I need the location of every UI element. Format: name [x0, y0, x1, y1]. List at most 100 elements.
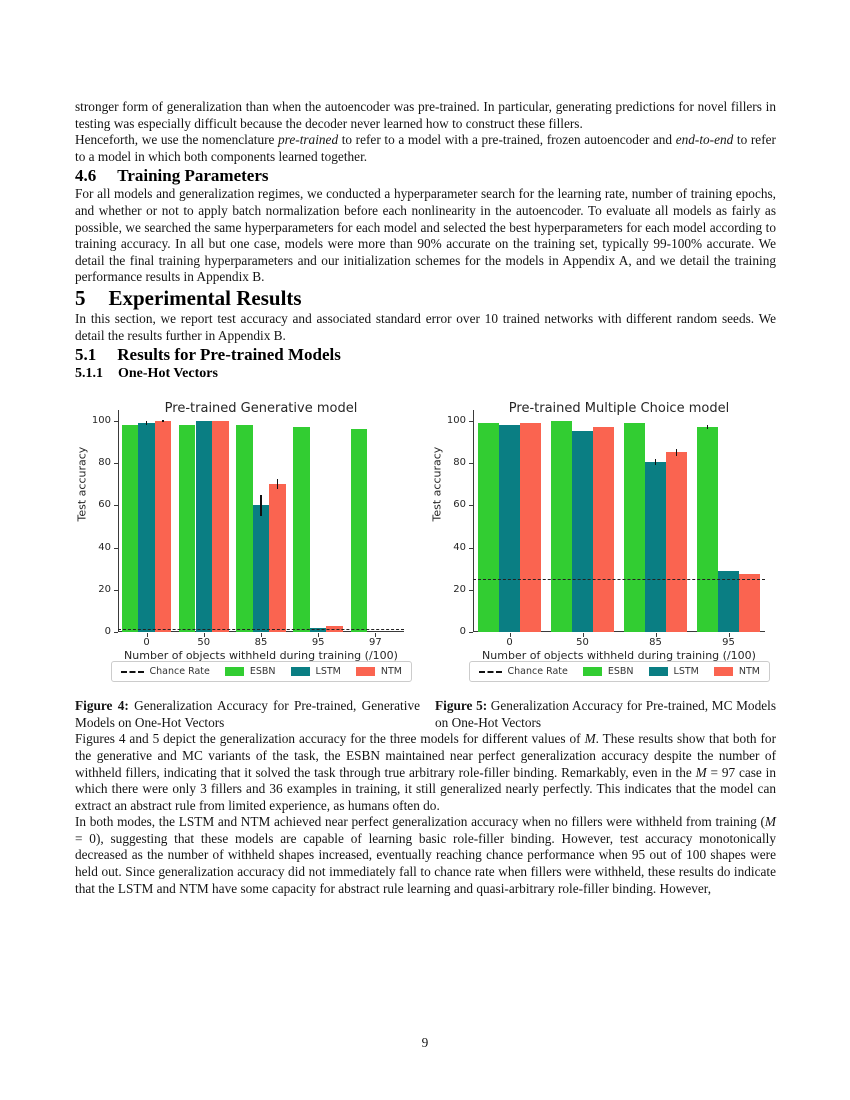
color-swatch-icon [290, 667, 310, 677]
x-tick-mark [728, 633, 730, 637]
legend-label: ESBN [249, 666, 276, 678]
section-title: Training Parameters [117, 166, 269, 186]
caption-text: Generalization Accuracy for Pre-trained,… [75, 698, 421, 730]
figure-label: Figure 5: [435, 698, 488, 714]
bar-ntm-50 [593, 427, 615, 633]
section-heading-5-1-1: 5.1.1 One-Hot Vectors [75, 365, 776, 382]
legend-item-chance-rate: Chance Rate [478, 666, 568, 677]
bar-lstm-50 [195, 420, 213, 633]
math-var: M [695, 764, 707, 780]
bar-esbn-50 [178, 424, 196, 633]
x-tick-mark [509, 633, 511, 637]
figure5-bar-chart: Pre-trained Multiple Choice model 0 20 40 60… [431, 399, 790, 691]
x-tick-label: 85 [254, 637, 268, 649]
figure4-bar-chart: Pre-trained Generative model 0 20 40 60 80 100… [75, 399, 421, 691]
paragraph-text: In this section, we report test accuracy… [75, 310, 776, 343]
error-bar [162, 419, 164, 422]
bar-ntm-85 [269, 484, 286, 633]
x-tick-label: 50 [576, 637, 589, 649]
y-tick-label: 60 [98, 499, 111, 511]
figure-label: Figure 4: [75, 698, 129, 714]
y-tick-mark [469, 505, 473, 507]
y-tick-label: 20 [453, 583, 466, 595]
x-tick-mark [261, 633, 262, 637]
section-heading-5-1: 5.1 Results for Pre-trained Models [75, 344, 776, 365]
x-tick-label: 95 [722, 637, 735, 649]
y-tick-mark [114, 547, 118, 549]
x-tick-mark [146, 633, 148, 637]
x-tick-label: 97 [369, 637, 382, 649]
error-bar [654, 458, 657, 466]
legend-label: NTM [738, 666, 760, 678]
bar-esbn-95 [293, 427, 310, 633]
paragraph-text: In both modes, the LSTM and NTM achieved… [75, 814, 765, 830]
x-tick-mark [582, 633, 584, 637]
bar-ntm-0 [520, 422, 542, 633]
section-number: 5.1.1 [75, 366, 103, 382]
math-var: M [584, 731, 596, 747]
figure5-caption: Figure 5: Generalization Accuracy for Pr… [435, 698, 776, 731]
x-tick-label: 50 [197, 637, 211, 649]
legend-label: LSTM [315, 666, 341, 678]
error-bar [675, 449, 678, 456]
y-tick-mark [114, 632, 118, 634]
paragraph-training-params: For all models and generalization regime… [75, 186, 776, 286]
paragraph-text: = 0), suggesting that these models are c… [75, 830, 776, 896]
section-number: 4.6 [75, 166, 97, 186]
y-tick-label: 20 [98, 583, 111, 595]
legend-label: NTM [380, 666, 402, 678]
section-heading-5: 5 Experimental Results [75, 286, 776, 311]
color-swatch-icon [355, 667, 375, 677]
color-swatch-icon [713, 667, 733, 677]
x-tick-mark [375, 633, 377, 637]
bar-ntm-85 [666, 452, 688, 633]
italic-term: pre-trained [278, 132, 339, 148]
legend-item-lstm: LSTM [290, 666, 341, 678]
x-axis-label: Number of objects withheld during traini… [482, 649, 756, 663]
bar-esbn-0 [121, 424, 139, 633]
bar-ntm-95 [326, 625, 344, 633]
section-number: 5 [75, 285, 86, 310]
paragraph-text: For all models and generalization regime… [75, 186, 776, 285]
paragraph-text: = 97 case in which there were only 3 fil… [75, 764, 776, 813]
legend-item-ntm: NTM [713, 666, 760, 678]
legend-item-chance-rate: Chance Rate [120, 666, 210, 677]
bar-ntm-50 [212, 420, 229, 633]
y-tick-mark [114, 589, 118, 591]
bar-lstm-0 [498, 424, 521, 633]
color-swatch-icon [582, 667, 602, 677]
section-heading-4-6: 4.6 Training Parameters [75, 165, 776, 186]
bar-lstm-85 [644, 461, 667, 633]
bar-esbn-95 [696, 427, 718, 633]
legend-item-esbn: ESBN [582, 666, 634, 677]
paragraph-text: . These results show that both for the g… [75, 731, 776, 780]
chance-rate-line [473, 579, 765, 581]
section-title: Results for Pre-trained Models [117, 345, 341, 365]
chance-rate-line [118, 628, 404, 630]
y-tick-label: 0 [459, 626, 466, 638]
color-swatch-icon [648, 667, 668, 677]
captions-row: Figure 4: Generalization Accuracy for Pr… [75, 698, 776, 731]
caption-text: Generalization Accuracy for Pre-trained,… [435, 698, 777, 730]
y-tick-mark [469, 547, 473, 549]
bar-ntm-95 [739, 573, 761, 633]
bar-lstm-95 [309, 627, 327, 633]
paragraph-text: Henceforth, we use the nomenclature [75, 132, 279, 148]
paragraph-results-intro: In this section, we report test accuracy… [75, 311, 776, 344]
error-bar [706, 424, 709, 430]
bar-esbn-85 [236, 424, 253, 633]
bar-lstm-0 [138, 422, 155, 633]
chart-legend: Chance Rate ESBN LSTM NTM [468, 661, 770, 683]
x-tick-label: 0 [506, 637, 513, 649]
bar-ntm-0 [154, 420, 172, 633]
bar-esbn-97 [350, 429, 368, 633]
dashed-line-icon [478, 670, 502, 673]
x-tick-label: 95 [311, 637, 325, 649]
italic-term: end-to-end [675, 132, 734, 148]
x-axis-label: Number of objects withheld during traini… [124, 649, 398, 663]
y-tick-mark [469, 589, 473, 591]
bar-esbn-0 [477, 422, 499, 633]
x-tick-mark [655, 633, 657, 637]
dashed-line-icon [120, 670, 144, 673]
